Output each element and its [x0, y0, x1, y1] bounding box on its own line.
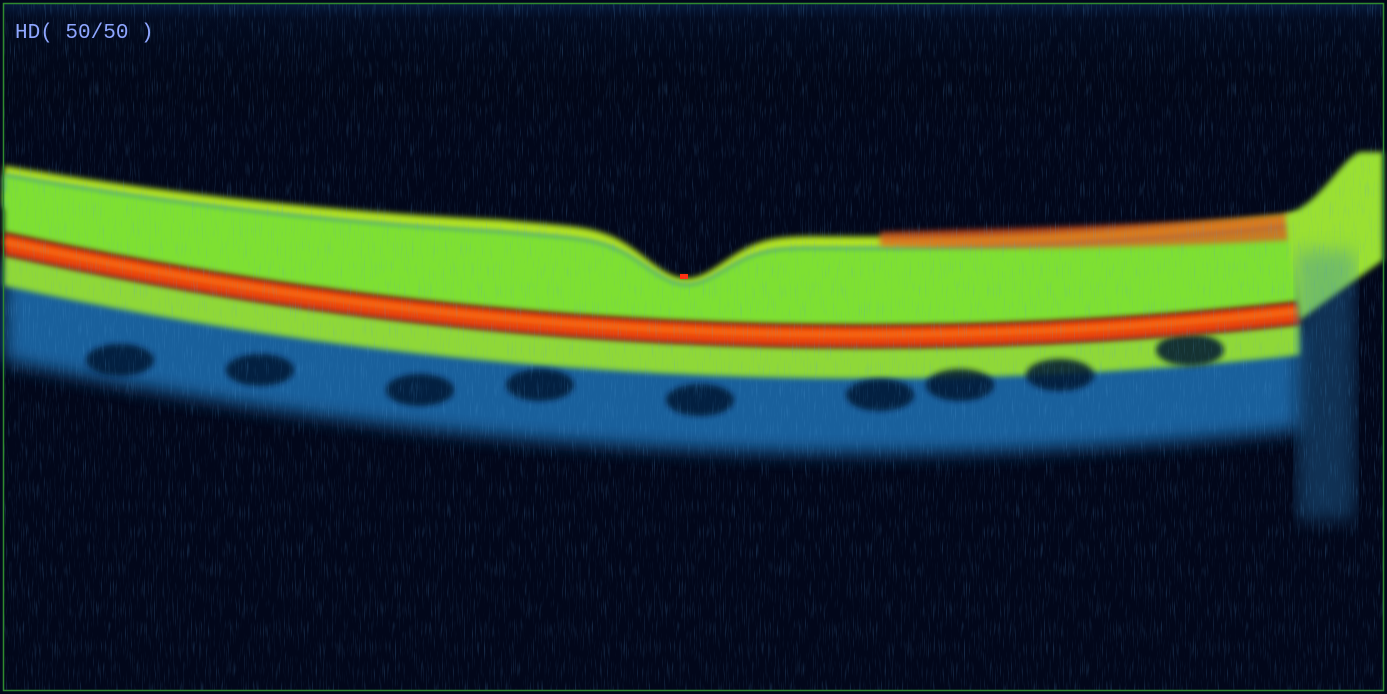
shadow-streak	[1296, 250, 1356, 520]
oct-scan: HD( 50/50 )	[0, 0, 1387, 694]
scan-label: HD( 50/50 )	[15, 22, 154, 45]
speckle-noise	[4, 4, 1383, 690]
page: HD( 50/50 ) (() => { const data = JSON.p…	[0, 0, 1387, 694]
